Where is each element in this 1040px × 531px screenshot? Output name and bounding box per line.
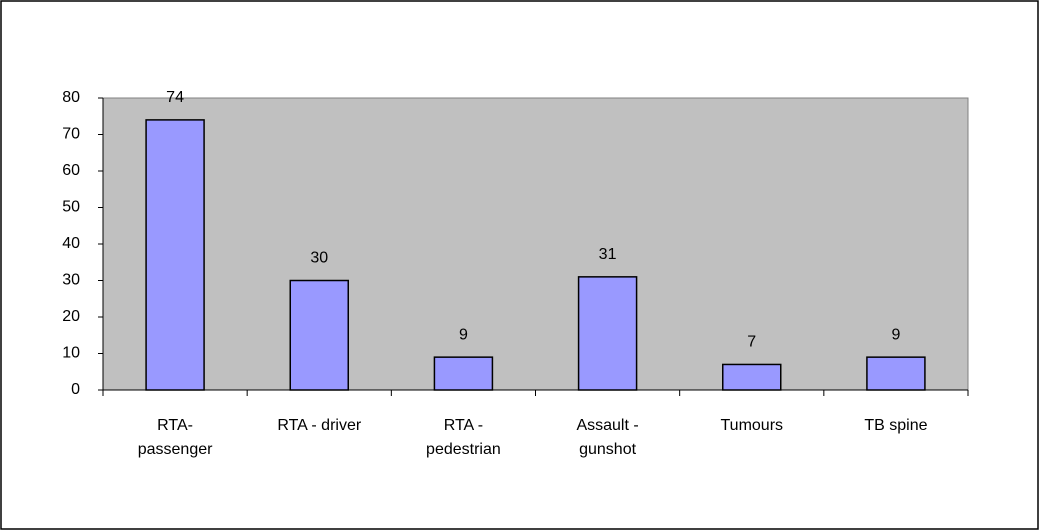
plot-area <box>102 97 969 391</box>
y-tick-label: 70 <box>62 126 80 143</box>
value-label: 9 <box>459 326 468 343</box>
bar <box>577 276 638 391</box>
value-label: 9 <box>891 326 900 343</box>
x-tick-label: RTA -pedestrian <box>426 417 501 458</box>
value-label: 74 <box>166 89 184 106</box>
bar <box>289 279 349 391</box>
x-tick-label: RTA - driver <box>277 417 362 434</box>
y-tick-label: 60 <box>62 162 80 179</box>
value-label: 31 <box>599 246 617 263</box>
x-tick-label: Tumours <box>720 417 783 434</box>
value-label: 30 <box>310 250 328 267</box>
y-tick-label: 10 <box>62 345 80 362</box>
y-tick-label: 30 <box>62 272 80 289</box>
y-tick-label: 40 <box>62 235 80 252</box>
y-tick-label: 20 <box>62 308 80 325</box>
x-tick-label: TB spine <box>864 417 927 434</box>
bar <box>145 119 205 391</box>
value-label: 7 <box>747 334 756 351</box>
x-tick-label: RTA-passenger <box>138 417 213 458</box>
y-tick-label: 80 <box>62 89 80 106</box>
y-tick-label: 0 <box>71 381 80 398</box>
bar <box>866 356 926 391</box>
bar <box>433 356 494 391</box>
bar <box>722 363 782 391</box>
x-tick-label: Assault -gunshot <box>576 417 638 458</box>
y-tick-label: 50 <box>62 199 80 216</box>
